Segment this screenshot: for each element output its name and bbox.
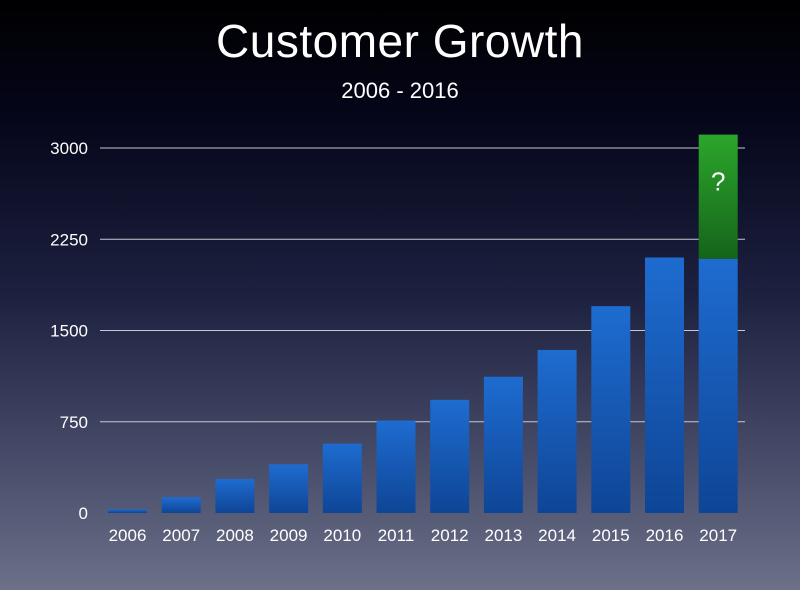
gridlines <box>100 147 745 423</box>
x-tick-label: 2009 <box>270 526 308 545</box>
bars <box>108 134 738 513</box>
bar-2011 <box>376 420 416 513</box>
x-tick-label: 2010 <box>323 526 361 545</box>
y-tick-label: 2250 <box>50 230 88 249</box>
bar-2016 <box>645 257 684 513</box>
y-tick-label: 3000 <box>50 139 88 158</box>
bar-2010 <box>322 443 362 513</box>
annotation-label: ? <box>711 167 725 197</box>
x-tick-label: 2013 <box>484 526 522 545</box>
x-tick-label: 2012 <box>431 526 469 545</box>
x-tick-label: 2014 <box>538 526 576 545</box>
projected-bar-2017 <box>698 134 738 259</box>
y-tick-label: 750 <box>60 413 88 432</box>
chart-subtitle: 2006 - 2016 <box>341 78 459 103</box>
x-tick-label: 2006 <box>109 526 147 545</box>
x-tick-label: 2017 <box>699 526 737 545</box>
bar-2007 <box>161 497 201 513</box>
x-tick-label: 2016 <box>646 526 684 545</box>
x-tick-label: 2011 <box>378 526 415 545</box>
bar-2014 <box>537 349 577 513</box>
annotations: ? <box>711 167 725 197</box>
x-tick-label: 2015 <box>592 526 630 545</box>
bar-2017 <box>698 258 738 513</box>
bar-2009 <box>269 464 309 513</box>
x-tick-label: 2008 <box>216 526 254 545</box>
y-tick-label: 1500 <box>50 322 88 341</box>
bar-2012 <box>430 399 470 513</box>
x-tick-label: 2007 <box>162 526 200 545</box>
y-tick-label: 0 <box>79 504 88 523</box>
bar-2006 <box>108 509 147 513</box>
chart-title: Customer Growth <box>216 15 584 67</box>
bar-2015 <box>591 306 631 513</box>
x-axis-ticks: 2006 2007 2008 2009 2010 2011 2012 2013 2014 2015… <box>109 526 738 545</box>
bar-2013 <box>483 376 523 513</box>
bar-2008 <box>215 478 255 513</box>
y-axis-ticks: 0 750 1500 2250 3000 <box>50 139 88 523</box>
